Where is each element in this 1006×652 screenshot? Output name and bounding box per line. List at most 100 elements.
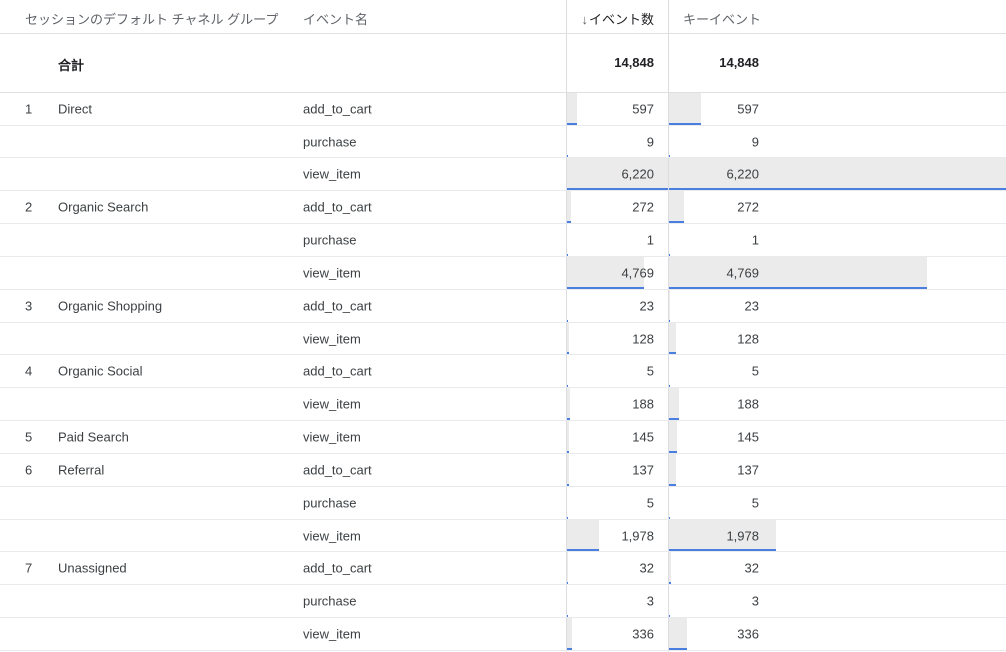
key-events-bar [669, 520, 776, 551]
totals-event-count: 14,848 [614, 55, 654, 70]
key-events-bar-line [669, 352, 676, 354]
event-count-cell: 1 [646, 232, 654, 248]
event-count-bar [567, 421, 569, 453]
table-body: 1 Direct add_to_cart 597 597 purchase 9 9 view_i… [0, 93, 1006, 651]
key-events-bar [669, 290, 670, 322]
event-count-bar-line [567, 648, 572, 650]
key-events-cell: 145 [737, 429, 759, 445]
key-events-bar [669, 421, 677, 453]
key-events-cell: 128 [737, 331, 759, 346]
header-channel-group[interactable]: セッションのデフォルト チャネル グループ [25, 12, 279, 27]
table-row[interactable]: purchase 1 1 [0, 224, 1006, 257]
key-events-bar [669, 323, 676, 354]
table-row[interactable]: purchase 9 9 [0, 126, 1006, 158]
event-name-cell: purchase [303, 495, 357, 511]
key-events-bar-line [669, 648, 687, 650]
event-count-bar-line [567, 155, 568, 157]
event-count-cell: 5 [646, 363, 654, 379]
key-events-bar [669, 388, 679, 420]
event-count-bar [567, 454, 569, 486]
event-name-cell: view_item [303, 265, 361, 281]
table-row[interactable]: 3 Organic Shopping add_to_cart 23 23 [0, 290, 1006, 323]
key-events-bar-line [669, 418, 679, 420]
table-row[interactable]: view_item 4,769 4,769 [0, 257, 1006, 290]
key-events-cell: 3 [751, 593, 759, 609]
key-events-bar-line [669, 484, 676, 486]
event-count-cell: 597 [632, 101, 654, 117]
event-count-bar [567, 520, 599, 551]
channel-group-cell: Paid Search [58, 429, 129, 445]
key-events-cell: 336 [737, 626, 759, 642]
row-index: 4 [25, 363, 33, 379]
key-events-cell: 1 [751, 232, 759, 248]
event-name-cell: view_item [303, 626, 361, 642]
table-header: セッションのデフォルト チャネル グループ イベント名 ↓イベント数 キーイベン… [0, 0, 1006, 34]
key-events-bar [669, 93, 701, 125]
table-row[interactable]: view_item 188 188 [0, 388, 1006, 421]
row-index: 5 [25, 429, 33, 445]
key-events-bar-line [669, 615, 670, 617]
key-events-bar [669, 454, 676, 486]
channel-group-cell: Organic Shopping [58, 298, 163, 314]
table-row[interactable]: 6 Referral add_to_cart 137 137 [0, 454, 1006, 487]
key-events-cell: 6,220 [726, 166, 759, 182]
event-count-bar-line [567, 221, 571, 223]
event-name-cell: purchase [303, 134, 357, 149]
header-event-count-label: イベント数 [588, 12, 654, 27]
event-count-cell: 5 [646, 495, 654, 511]
event-count-cell: 6,220 [621, 166, 654, 182]
table-row[interactable]: 1 Direct add_to_cart 597 597 [0, 93, 1006, 126]
key-events-bar-line [669, 188, 1006, 190]
event-count-bar-line [567, 320, 568, 322]
event-count-bar-line [567, 549, 599, 551]
event-count-bar-line [567, 352, 569, 354]
key-events-bar [669, 158, 1006, 190]
event-name-cell: add_to_cart [303, 199, 372, 215]
event-count-cell: 128 [632, 331, 654, 346]
header-event-name[interactable]: イベント名 [303, 12, 369, 27]
table-row[interactable]: purchase 3 3 [0, 585, 1006, 618]
event-name-cell: purchase [303, 593, 357, 609]
event-count-bar-line [567, 287, 644, 289]
header-event-count[interactable]: ↓イベント数 [581, 9, 654, 28]
event-name-cell: view_item [303, 166, 361, 182]
event-count-bar-line [567, 123, 577, 125]
event-count-bar-line [567, 484, 569, 486]
key-events-cell: 1,978 [726, 528, 759, 543]
event-name-cell: add_to_cart [303, 560, 372, 576]
table-row[interactable]: view_item 128 128 [0, 323, 1006, 355]
row-index: 3 [25, 298, 33, 314]
table-row[interactable]: purchase 5 5 [0, 487, 1006, 520]
key-events-bar-line [669, 385, 670, 387]
column-divider-event-count [566, 0, 567, 652]
event-name-cell: add_to_cart [303, 462, 372, 478]
event-count-bar-line [567, 451, 569, 453]
table-row[interactable]: 5 Paid Search view_item 145 145 [0, 421, 1006, 454]
key-events-cell: 137 [737, 462, 759, 478]
table-row[interactable]: view_item 336 336 [0, 618, 1006, 651]
event-count-bar [567, 191, 571, 223]
event-name-cell: view_item [303, 429, 361, 445]
header-key-events[interactable]: キーイベント [683, 12, 762, 27]
event-count-cell: 3 [646, 593, 654, 609]
row-index: 2 [25, 199, 33, 215]
column-divider-key-events [668, 0, 669, 652]
table-row[interactable]: 7 Unassigned add_to_cart 32 32 [0, 552, 1006, 585]
event-count-bar [567, 323, 569, 354]
event-name-cell: view_item [303, 331, 361, 346]
event-count-cell: 336 [632, 626, 654, 642]
key-events-bar-line [669, 123, 701, 125]
event-count-cell: 145 [632, 429, 654, 445]
event-name-cell: purchase [303, 232, 357, 248]
event-name-cell: add_to_cart [303, 298, 372, 314]
event-count-bar-line [567, 615, 568, 617]
table-row[interactable]: view_item 1,978 1,978 [0, 520, 1006, 552]
table-row[interactable]: view_item 6,220 6,220 [0, 158, 1006, 191]
event-name-cell: add_to_cart [303, 363, 372, 379]
table-row[interactable]: 4 Organic Social add_to_cart 5 5 [0, 355, 1006, 388]
key-events-cell: 4,769 [726, 265, 759, 281]
event-count-cell: 9 [646, 134, 654, 149]
event-count-bar-line [567, 582, 568, 584]
key-events-cell: 32 [744, 560, 759, 576]
table-row[interactable]: 2 Organic Search add_to_cart 272 272 [0, 191, 1006, 224]
